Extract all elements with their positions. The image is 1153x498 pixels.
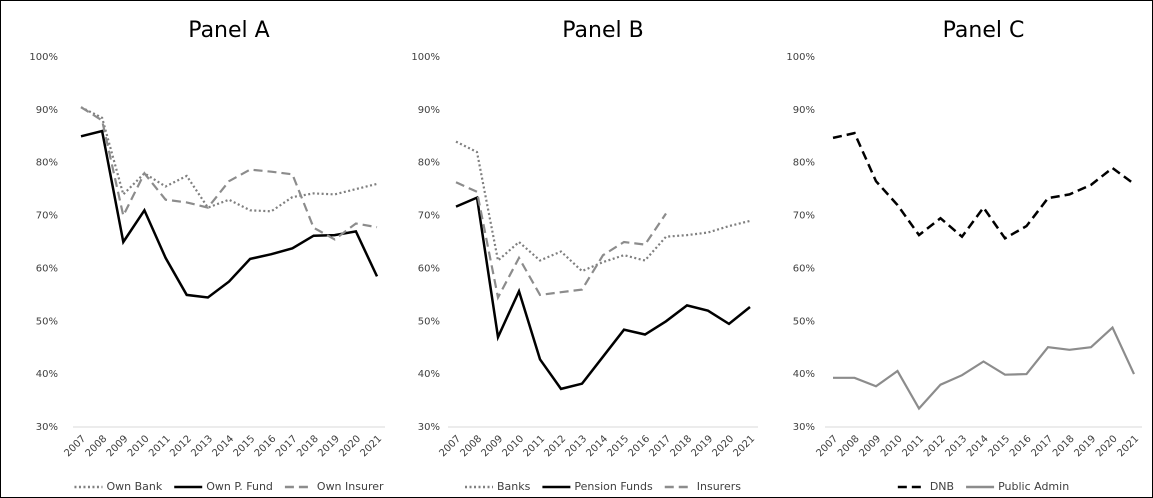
y-tick-label: 30%: [793, 422, 815, 433]
x-tick-label: 2010: [500, 433, 526, 459]
y-tick-label: 90%: [418, 105, 440, 116]
series-line: [832, 131, 1135, 240]
x-tick-label: 2021: [1115, 433, 1141, 459]
y-tick-label: 80%: [418, 158, 440, 169]
x-tick-label: 2021: [358, 433, 384, 459]
series-line: [455, 181, 667, 301]
legend-label: Insurers: [697, 480, 741, 493]
y-tick-label: 50%: [793, 316, 815, 327]
legend-label: Public Admin: [998, 480, 1069, 493]
x-tick-label: 2013: [563, 433, 589, 459]
x-tick-label: 2021: [731, 433, 757, 459]
y-tick-label: 60%: [793, 263, 815, 274]
x-tick-label: 2017: [274, 433, 300, 459]
x-tick-label: 2012: [922, 433, 948, 459]
y-tick-label: 70%: [36, 211, 58, 222]
x-tick-label: 2008: [836, 433, 862, 459]
y-tick-label: 60%: [36, 263, 58, 274]
y-tick-label: 70%: [793, 211, 815, 222]
x-tick-label: 2007: [62, 433, 88, 459]
legend-label: Own P. Fund: [206, 480, 273, 493]
y-tick-label: 30%: [418, 422, 440, 433]
x-tick-label: 2009: [479, 433, 505, 459]
series-line: [833, 325, 1135, 411]
x-tick-label: 2009: [105, 433, 131, 459]
legend-label: Pension Funds: [574, 480, 653, 493]
x-tick-label: 2008: [84, 433, 110, 459]
y-tick-label: 30%: [36, 422, 58, 433]
x-tick-label: 2018: [295, 433, 321, 459]
panel-title: Panel C: [943, 18, 1025, 43]
y-tick-label: 100%: [29, 52, 58, 63]
x-tick-label: 2018: [668, 433, 694, 459]
x-tick-label: 2011: [147, 433, 173, 459]
x-tick-label: 2007: [437, 433, 463, 459]
x-tick-label: 2013: [189, 433, 215, 459]
series-line: [455, 195, 751, 391]
x-tick-label: 2016: [626, 433, 652, 459]
x-tick-label: 2019: [1072, 433, 1098, 459]
legend-label: Own Bank: [106, 480, 162, 493]
x-tick-label: 2018: [1051, 433, 1077, 459]
panel-title: Panel A: [188, 18, 269, 43]
x-tick-label: 2014: [210, 433, 236, 459]
x-tick-label: 2016: [1008, 433, 1034, 459]
legend-label: Banks: [497, 480, 531, 493]
y-tick-label: 40%: [793, 369, 815, 380]
y-tick-label: 100%: [411, 52, 440, 63]
x-tick-label: 2011: [521, 433, 547, 459]
y-tick-label: 100%: [786, 52, 815, 63]
x-tick-label: 2015: [605, 433, 631, 459]
x-tick-label: 2019: [689, 433, 715, 459]
series-line: [80, 106, 378, 213]
x-tick-label: 2020: [1094, 433, 1120, 459]
x-tick-label: 2013: [943, 433, 969, 459]
y-tick-label: 90%: [793, 105, 815, 116]
x-tick-label: 2017: [1029, 433, 1055, 459]
x-tick-label: 2008: [458, 433, 484, 459]
y-tick-label: 50%: [36, 316, 58, 327]
x-tick-label: 2010: [126, 433, 152, 459]
x-tick-label: 2014: [965, 433, 991, 459]
x-tick-label: 2014: [584, 433, 610, 459]
series-line: [80, 129, 379, 299]
x-tick-label: 2007: [814, 433, 840, 459]
x-tick-label: 2020: [337, 433, 363, 459]
x-tick-label: 2016: [253, 433, 279, 459]
x-tick-label: 2010: [879, 433, 905, 459]
x-tick-label: 2009: [857, 433, 883, 459]
y-tick-label: 90%: [36, 105, 58, 116]
x-tick-label: 2011: [900, 433, 926, 459]
x-tick-label: 2020: [710, 433, 736, 459]
panel-title: Panel B: [562, 18, 643, 43]
x-tick-label: 2012: [168, 433, 194, 459]
legend-label: DNB: [930, 480, 954, 493]
y-tick-label: 70%: [418, 211, 440, 222]
y-tick-label: 80%: [36, 158, 58, 169]
series-line: [80, 106, 378, 241]
y-tick-label: 50%: [418, 316, 440, 327]
x-tick-label: 2017: [647, 433, 673, 459]
y-tick-label: 40%: [418, 369, 440, 380]
x-tick-label: 2012: [542, 433, 568, 459]
x-tick-label: 2019: [316, 433, 342, 459]
y-tick-label: 40%: [36, 369, 58, 380]
x-tick-label: 2015: [986, 433, 1012, 459]
series-line: [455, 140, 751, 273]
y-tick-label: 60%: [418, 263, 440, 274]
x-tick-label: 2015: [232, 433, 258, 459]
legend-label: Own Insurer: [317, 480, 384, 493]
y-tick-label: 80%: [793, 158, 815, 169]
